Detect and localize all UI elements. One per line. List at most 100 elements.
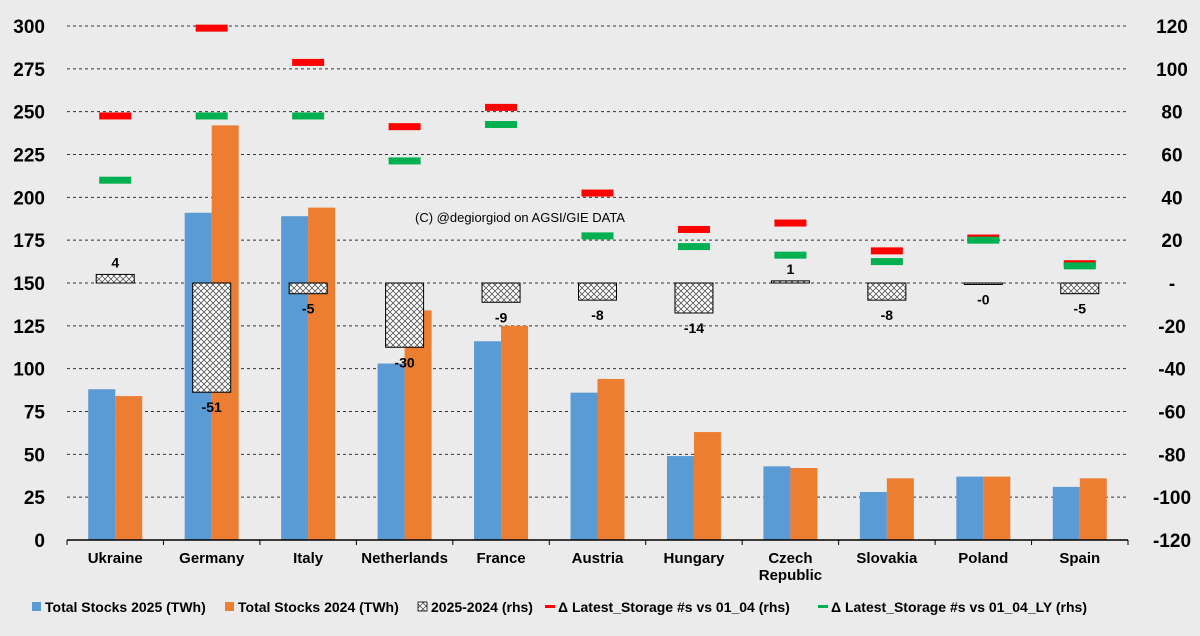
marker-delta-vs-0104-ly — [388, 157, 421, 165]
bar-difference — [95, 273, 135, 284]
y-left-tick-label: 75 — [24, 403, 46, 424]
y-right-tick-label: -20 — [1158, 317, 1185, 338]
difference-data-label: -8 — [881, 307, 894, 323]
marker-delta-vs-0104-ly — [485, 121, 518, 129]
y-right-tick-label: -60 — [1158, 403, 1185, 424]
bar-stocks-2024 — [501, 325, 529, 540]
legend-label: 2025-2024 (rhs) — [431, 599, 533, 615]
y-left-tick-label: 100 — [13, 360, 45, 381]
difference-data-label: -14 — [684, 320, 704, 336]
marker-delta-vs-0104 — [581, 189, 614, 197]
y-left-tick-label: 250 — [13, 103, 45, 124]
bar-difference — [481, 282, 521, 303]
legend-swatch — [545, 605, 555, 608]
legend-label: Total Stocks 2024 (TWh) — [238, 599, 399, 615]
marker-delta-vs-0104 — [677, 225, 710, 233]
x-category-label: Poland — [958, 550, 1008, 567]
bar-stocks-2024 — [1079, 478, 1107, 540]
y-left-tick-label: 225 — [13, 146, 45, 167]
bar-stocks-2025 — [377, 363, 405, 540]
y-left-tick-label: 25 — [24, 488, 46, 509]
marker-delta-vs-0104-ly — [292, 112, 325, 120]
y-left-tick-label: 0 — [34, 531, 45, 552]
y-left-tick-label: 200 — [13, 188, 45, 209]
difference-bars — [95, 273, 1100, 393]
x-category-label: Germany — [179, 550, 245, 567]
bar-stocks-2025 — [88, 389, 116, 540]
difference-data-label: -30 — [394, 354, 414, 370]
y-left-tick-label: 175 — [13, 231, 45, 252]
bar-difference — [674, 282, 714, 314]
marker-delta-vs-0104-ly — [870, 258, 903, 266]
marker-delta-vs-0104 — [388, 123, 421, 131]
legend: Total Stocks 2025 (TWh) Total Stocks 2024… — [32, 599, 1087, 615]
bar-difference — [288, 282, 328, 295]
y-right-tick-label: 100 — [1156, 60, 1188, 81]
marker-delta-vs-0104 — [99, 112, 132, 120]
x-category-label: Czech Republic — [759, 550, 822, 584]
y-right-tick-label: - — [1169, 274, 1175, 295]
x-category-label: France — [476, 550, 525, 567]
y-right-tick-label: -100 — [1153, 488, 1191, 509]
y-right-tick-label: 40 — [1161, 188, 1182, 209]
bar-difference — [578, 282, 617, 301]
marker-delta-vs-0104 — [485, 103, 518, 111]
bar-difference — [963, 282, 1003, 285]
difference-data-label: -51 — [202, 399, 222, 415]
legend-label: Δ Latest_Storage #s vs 01_04_LY (rhs) — [831, 599, 1087, 615]
marker-delta-vs-0104-ly — [195, 112, 228, 120]
x-category-label: Slovakia — [856, 550, 918, 567]
bar-stocks-2025 — [859, 492, 887, 540]
y-right-tick-label: 120 — [1156, 17, 1188, 38]
bar-difference — [770, 280, 810, 284]
y-left-tick-label: 50 — [24, 445, 45, 466]
x-category-label: Netherlands — [361, 550, 448, 567]
difference-data-label: 1 — [787, 261, 795, 277]
y-right-tick-label: 20 — [1161, 231, 1182, 252]
marker-delta-vs-0104 — [195, 24, 228, 32]
legend-swatch — [417, 601, 428, 612]
x-category-label: Spain — [1059, 550, 1100, 567]
difference-data-label: -9 — [495, 309, 508, 325]
bar-stocks-2024 — [983, 476, 1011, 540]
difference-data-label: -5 — [302, 301, 315, 317]
legend-swatch — [818, 605, 828, 608]
data-labels: 4 -51 -5 -30 -9 -8 -14 1 -8 -0 -5 — [111, 254, 1086, 415]
legend-swatch — [225, 602, 234, 611]
marker-delta-vs-0104-ly — [581, 232, 614, 240]
marker-delta-vs-0104 — [292, 58, 325, 66]
bar-stocks-2025 — [956, 476, 984, 540]
bar-stocks-2025 — [474, 341, 502, 540]
difference-data-label: 4 — [111, 254, 119, 270]
x-category-label: Ukraine — [88, 550, 143, 567]
y-right-tick-label: -80 — [1158, 445, 1185, 466]
marker-delta-vs-0104-ly — [1063, 262, 1096, 270]
y-left-tick-label: 150 — [13, 274, 45, 295]
marker-delta-vs-0104-ly — [967, 236, 1000, 244]
y-right-tick-label: -120 — [1153, 531, 1191, 552]
delta-markers — [99, 24, 1096, 270]
legend-label: Total Stocks 2025 (TWh) — [45, 599, 206, 615]
bar-difference — [867, 282, 907, 301]
bar-stocks-2025 — [570, 392, 598, 540]
y-left-tick-label: 275 — [13, 60, 45, 81]
y-left-tick-label: 300 — [13, 17, 45, 38]
axes: 0255075100125150175200225250275300-120-1… — [13, 17, 1191, 584]
marker-delta-vs-0104-ly — [99, 176, 132, 184]
marker-delta-vs-0104-ly — [677, 243, 710, 251]
bar-stocks-2024 — [597, 378, 625, 540]
x-category-label: Hungary — [664, 550, 726, 567]
x-category-label: Austria — [572, 550, 624, 567]
bar-stocks-2024 — [693, 432, 721, 540]
y-left-tick-label: 125 — [13, 317, 45, 338]
y-right-tick-label: 80 — [1161, 103, 1182, 124]
marker-delta-vs-0104 — [870, 247, 903, 255]
marker-delta-vs-0104-ly — [774, 251, 807, 259]
legend-swatch — [32, 602, 41, 611]
stock-bars — [88, 125, 1107, 540]
bar-stocks-2024 — [404, 310, 432, 540]
bar-stocks-2025 — [281, 216, 309, 540]
difference-data-label: -8 — [591, 307, 604, 323]
